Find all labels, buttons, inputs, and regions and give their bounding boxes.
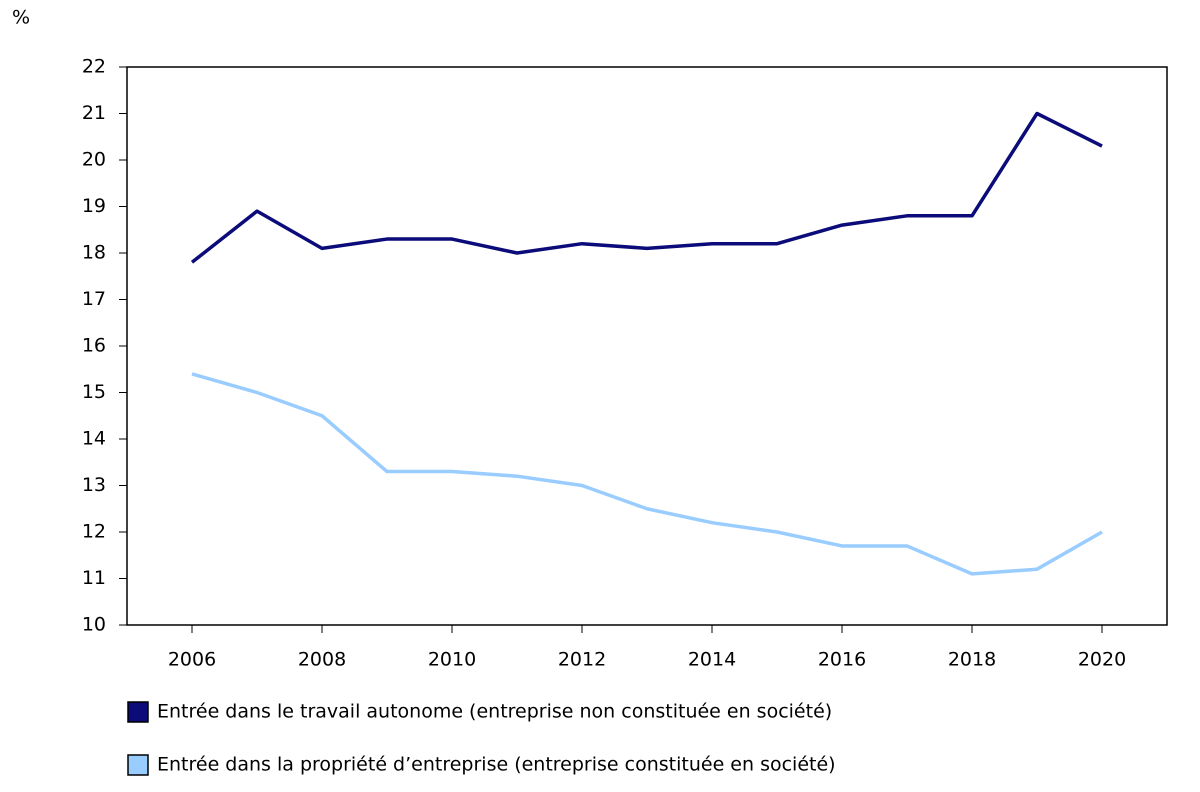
y-tick-label: 10 (82, 614, 106, 636)
y-tick-label: 12 (82, 521, 106, 543)
legend-swatch (127, 754, 149, 776)
legend-swatch (127, 701, 149, 723)
x-tick-label: 2008 (298, 649, 346, 671)
y-tick-label: 16 (82, 335, 106, 357)
plot-frame (126, 66, 1168, 626)
x-tick-label: 2014 (688, 649, 736, 671)
x-tick-label: 2006 (168, 649, 216, 671)
y-tick-label: 13 (82, 474, 106, 496)
x-tick-label: 2012 (558, 649, 606, 671)
x-tick-label: 2018 (948, 649, 996, 671)
y-tick-label: 20 (82, 149, 106, 171)
legend-label: Entrée dans la propriété d’entreprise (e… (157, 754, 836, 776)
y-tick-label: 21 (82, 102, 106, 124)
y-tick-label: 14 (82, 428, 106, 450)
y-tick-label: 18 (82, 242, 106, 264)
y-tick-label: 22 (82, 56, 106, 78)
legend-label: Entrée dans le travail autonome (entrepr… (157, 701, 832, 723)
y-tick-label: 11 (82, 567, 106, 589)
series-line (190, 111, 1103, 264)
y-tick-label: 17 (82, 288, 106, 310)
x-tick-label: 2020 (1078, 649, 1126, 671)
x-tick-label: 2016 (818, 649, 866, 671)
y-tick-label: 19 (82, 195, 106, 217)
x-tick-label: 2010 (428, 649, 476, 671)
y-axis-label: % (12, 7, 30, 29)
y-tick-label: 15 (82, 381, 106, 403)
series-line (191, 372, 1103, 576)
